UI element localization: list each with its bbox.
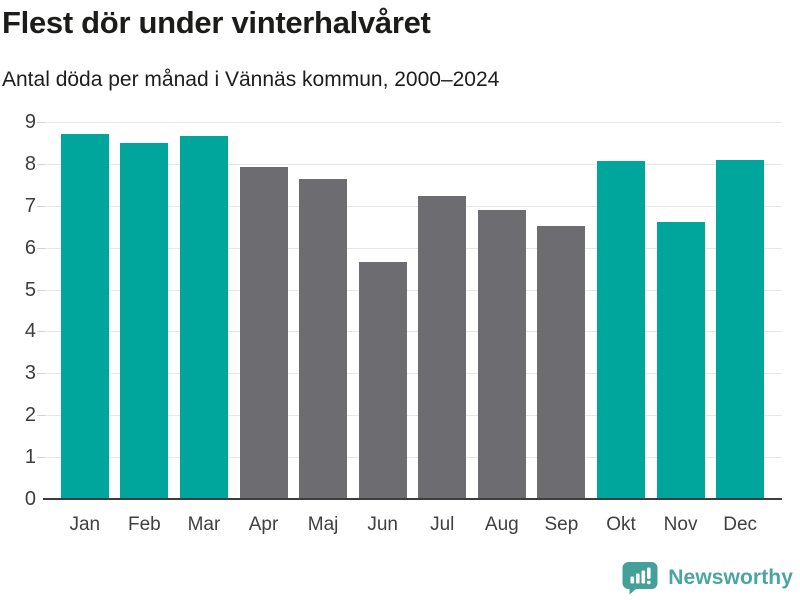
bar-column — [591, 122, 651, 499]
gridline — [45, 122, 782, 123]
newsworthy-wordmark: Newsworthy — [668, 566, 793, 589]
x-tick-label: Feb — [127, 514, 161, 535]
x-tick-label: Dec — [723, 514, 758, 535]
bar-mar — [179, 136, 228, 499]
bar-column — [532, 122, 592, 499]
x-tick-label: Aug — [484, 514, 519, 535]
newsworthy-logo: Newsworthy — [621, 561, 793, 595]
y-tick-label: 0 — [24, 488, 36, 510]
y-tick-label: 5 — [24, 278, 36, 301]
y-tick-mark — [37, 122, 45, 123]
bars-row — [45, 122, 782, 499]
x-tick-label: Jan — [69, 514, 101, 535]
x-axis-labels: Jan Feb Mar Apr Maj Jun Jul Aug Sep Okt Nov Dec — [45, 514, 782, 536]
y-tick-mark — [37, 163, 45, 165]
y-tick-label: 7 — [24, 194, 36, 217]
y-tick-mark — [37, 289, 45, 291]
y-tick-mark — [37, 415, 45, 417]
y-tick-mark — [37, 205, 45, 207]
bar-column — [353, 122, 413, 499]
y-tick-label: 3 — [24, 362, 36, 385]
bar-okt — [596, 161, 645, 499]
gridline — [45, 205, 782, 207]
y-tick-label: 9 — [24, 111, 36, 133]
newsworthy-chart-bubble-icon — [622, 562, 658, 595]
y-tick-mark — [37, 331, 45, 333]
bar-aug — [477, 209, 526, 499]
y-tick-label: 1 — [24, 446, 36, 469]
x-tick-label: Okt — [606, 514, 636, 535]
plot-area — [37, 122, 782, 500]
bar-dec — [716, 159, 765, 499]
bar-jan — [60, 133, 109, 499]
bar-column — [710, 122, 770, 499]
x-tick-label: Mar — [187, 514, 221, 535]
x-tick-label: Jun — [367, 514, 398, 535]
gridline — [45, 415, 782, 417]
y-tick-label: 2 — [24, 404, 36, 427]
x-tick-label: Nov — [663, 514, 698, 535]
y-tick-label: 8 — [24, 152, 36, 175]
bar-nov — [656, 221, 705, 499]
x-tick-label: Apr — [248, 514, 279, 535]
bar-column — [115, 122, 175, 499]
chart-subtitle: Antal döda per månad i Vännäs kommun, 20… — [2, 68, 500, 91]
gridline — [45, 247, 782, 249]
x-tick-label: Sep — [544, 514, 579, 535]
chart-title: Flest dör under vinterhalvåret — [2, 5, 431, 40]
bar-sep — [537, 225, 586, 499]
gridline — [45, 331, 782, 333]
bar-jun — [358, 261, 407, 499]
x-tick-label: Maj — [307, 514, 339, 535]
bar-feb — [120, 142, 169, 499]
gridline — [45, 163, 782, 165]
y-axis: 0 1 2 3 4 5 6 7 8 9 — [0, 112, 36, 509]
gridline — [45, 373, 782, 375]
x-tick-label: Jul — [430, 514, 455, 535]
bar-column — [234, 122, 294, 499]
bar-column — [174, 122, 234, 499]
bar-apr — [239, 166, 288, 499]
bar-column — [651, 122, 711, 499]
y-tick-mark — [37, 457, 45, 459]
gridline — [45, 289, 782, 291]
bar-maj — [299, 178, 348, 499]
x-axis-line — [43, 498, 782, 500]
bar-column — [55, 122, 115, 499]
bar-jul — [418, 195, 467, 499]
y-tick-mark — [37, 247, 45, 249]
y-tick-label: 6 — [24, 236, 36, 259]
y-tick-mark — [37, 373, 45, 375]
bar-column — [472, 122, 532, 499]
y-tick-label: 4 — [24, 320, 36, 343]
bar-column — [412, 122, 472, 499]
gridline — [45, 457, 782, 459]
bar-column — [293, 122, 353, 499]
